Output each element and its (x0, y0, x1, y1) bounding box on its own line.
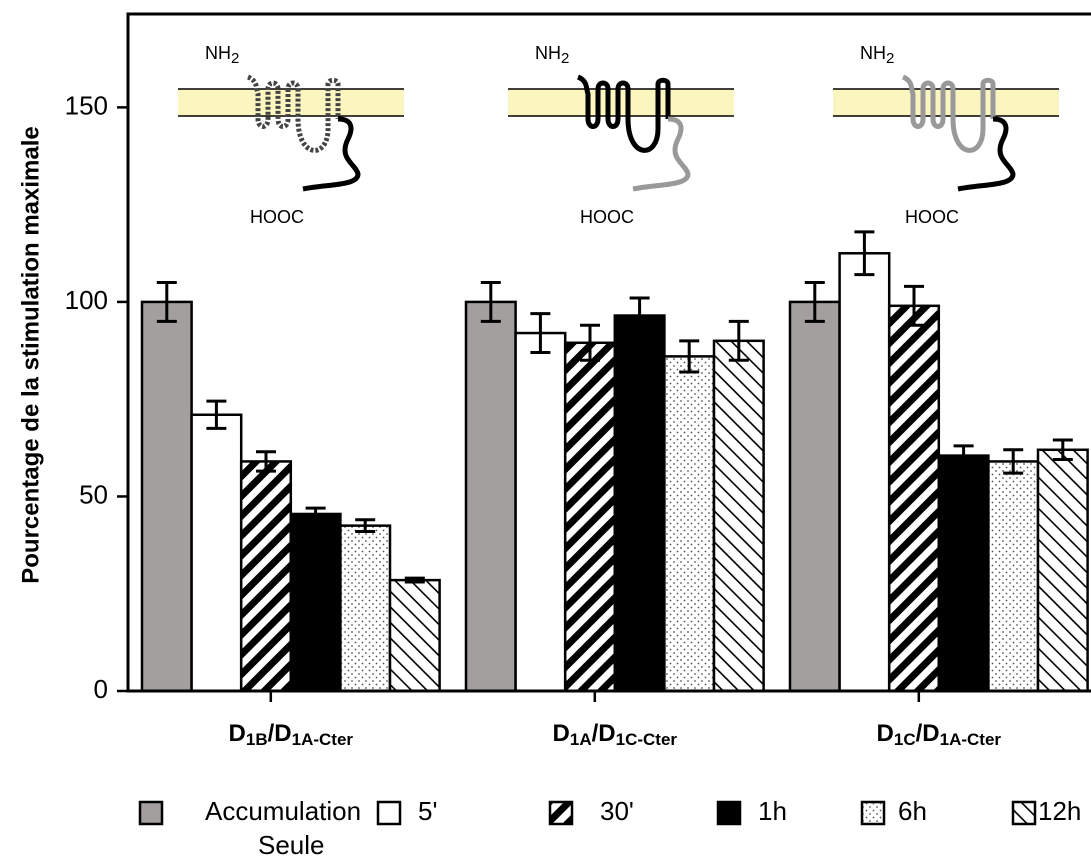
receptor-icon: NH2 HOOC (833, 43, 1059, 227)
error-bar (629, 296, 650, 335)
x-tick-part: 1C (894, 730, 916, 749)
transmembrane (246, 74, 341, 153)
bar (663, 355, 716, 693)
bar (937, 454, 990, 693)
x-tick-part: 1A-Cter (292, 730, 354, 749)
legend-swatch (138, 800, 164, 826)
y-tick-label: 0 (94, 674, 108, 704)
x-tick-label: D1A/D1C-Cter (553, 720, 678, 749)
c-terminus-label: HOOC (580, 207, 634, 227)
bar (563, 341, 617, 693)
membrane (178, 89, 404, 116)
legend-swatch (860, 800, 886, 826)
bar (838, 252, 891, 693)
error-bar (804, 280, 825, 323)
legend-label: 6h (898, 796, 927, 826)
error-bar (953, 444, 974, 467)
x-tick-label: D1C/D1A-Cter (877, 720, 1002, 749)
bar (388, 578, 441, 693)
bar (464, 300, 517, 693)
bar (712, 339, 765, 693)
receptor-icon: NH2 HOOC (508, 43, 734, 227)
n-terminus-text: NH (860, 43, 886, 63)
c-tail (302, 116, 361, 192)
n-terminus-sub: 2 (231, 50, 239, 67)
legend-swatch (1011, 800, 1037, 826)
bar (190, 413, 243, 693)
receptor-icon: NH2 HOOC (178, 43, 404, 227)
x-tick-part: D (229, 720, 246, 747)
n-terminus-text: NH (535, 43, 561, 63)
legend-label: Seule (258, 830, 325, 860)
error-bar (355, 518, 376, 533)
c-tail (632, 116, 691, 192)
x-tick-part: D (553, 720, 570, 747)
bar (887, 304, 941, 693)
bar (613, 314, 666, 693)
transmembrane (901, 74, 996, 153)
error-bar (1003, 448, 1024, 475)
bar (1036, 448, 1089, 693)
y-tick-label: 100 (65, 285, 108, 315)
legend-label: 30' (600, 796, 634, 826)
legend-label: 1h (758, 796, 787, 826)
error-bar (530, 312, 551, 354)
bar (289, 512, 342, 693)
n-terminus-text: NH (205, 43, 231, 63)
error-bar (156, 280, 177, 323)
error-bar (404, 576, 425, 584)
y-tick-label: 50 (79, 479, 108, 509)
error-bar (480, 280, 501, 323)
x-tick-part: 1A (570, 730, 592, 749)
y-axis-label: Pourcentage de la stimulation maximale (17, 126, 44, 583)
legend-label: Accumulation (205, 796, 361, 826)
legend-swatch (376, 800, 402, 826)
bar (140, 300, 193, 693)
c-tail (957, 116, 1016, 192)
n-terminus-sub: 2 (561, 50, 569, 67)
c-terminus-label: HOOC (250, 207, 304, 227)
x-tick-part: 1B (246, 730, 268, 749)
bar (788, 300, 841, 693)
n-terminus-label: NH2 (535, 43, 569, 67)
error-bar (1052, 438, 1073, 461)
error-bar (679, 339, 700, 374)
error-bar (305, 506, 326, 522)
n-terminus-label: NH2 (205, 43, 239, 67)
bar (987, 460, 1040, 693)
error-bar (206, 399, 227, 430)
error-bar (854, 230, 875, 277)
x-tick-part: /D (916, 720, 940, 747)
error-bar (728, 319, 749, 362)
legend-label: 5' (418, 796, 437, 826)
membrane (833, 89, 1059, 116)
error-bar (580, 323, 600, 362)
transmembrane (576, 74, 671, 153)
y-tick-label: 150 (65, 90, 108, 120)
legend-label: 12h (1038, 796, 1081, 826)
x-tick-part: /D (592, 720, 616, 747)
x-tick-part: 1C-Cter (616, 730, 678, 749)
legend-swatch (548, 800, 574, 826)
axes-frame (126, 12, 1091, 693)
c-terminus-label: HOOC (905, 207, 959, 227)
x-tick-label: D1B/D1A-Cter (229, 720, 354, 749)
membrane (508, 89, 734, 116)
n-terminus-sub: 2 (886, 50, 894, 67)
bar (339, 524, 392, 693)
bar (239, 460, 293, 693)
x-tick-part: 1A-Cter (940, 730, 1002, 749)
n-terminus-label: NH2 (860, 43, 894, 67)
x-tick-part: D (877, 720, 894, 747)
legend-swatch (716, 800, 742, 826)
bar (514, 331, 567, 693)
x-tick-part: /D (268, 720, 292, 747)
error-bar (904, 284, 924, 327)
error-bar (256, 450, 276, 473)
